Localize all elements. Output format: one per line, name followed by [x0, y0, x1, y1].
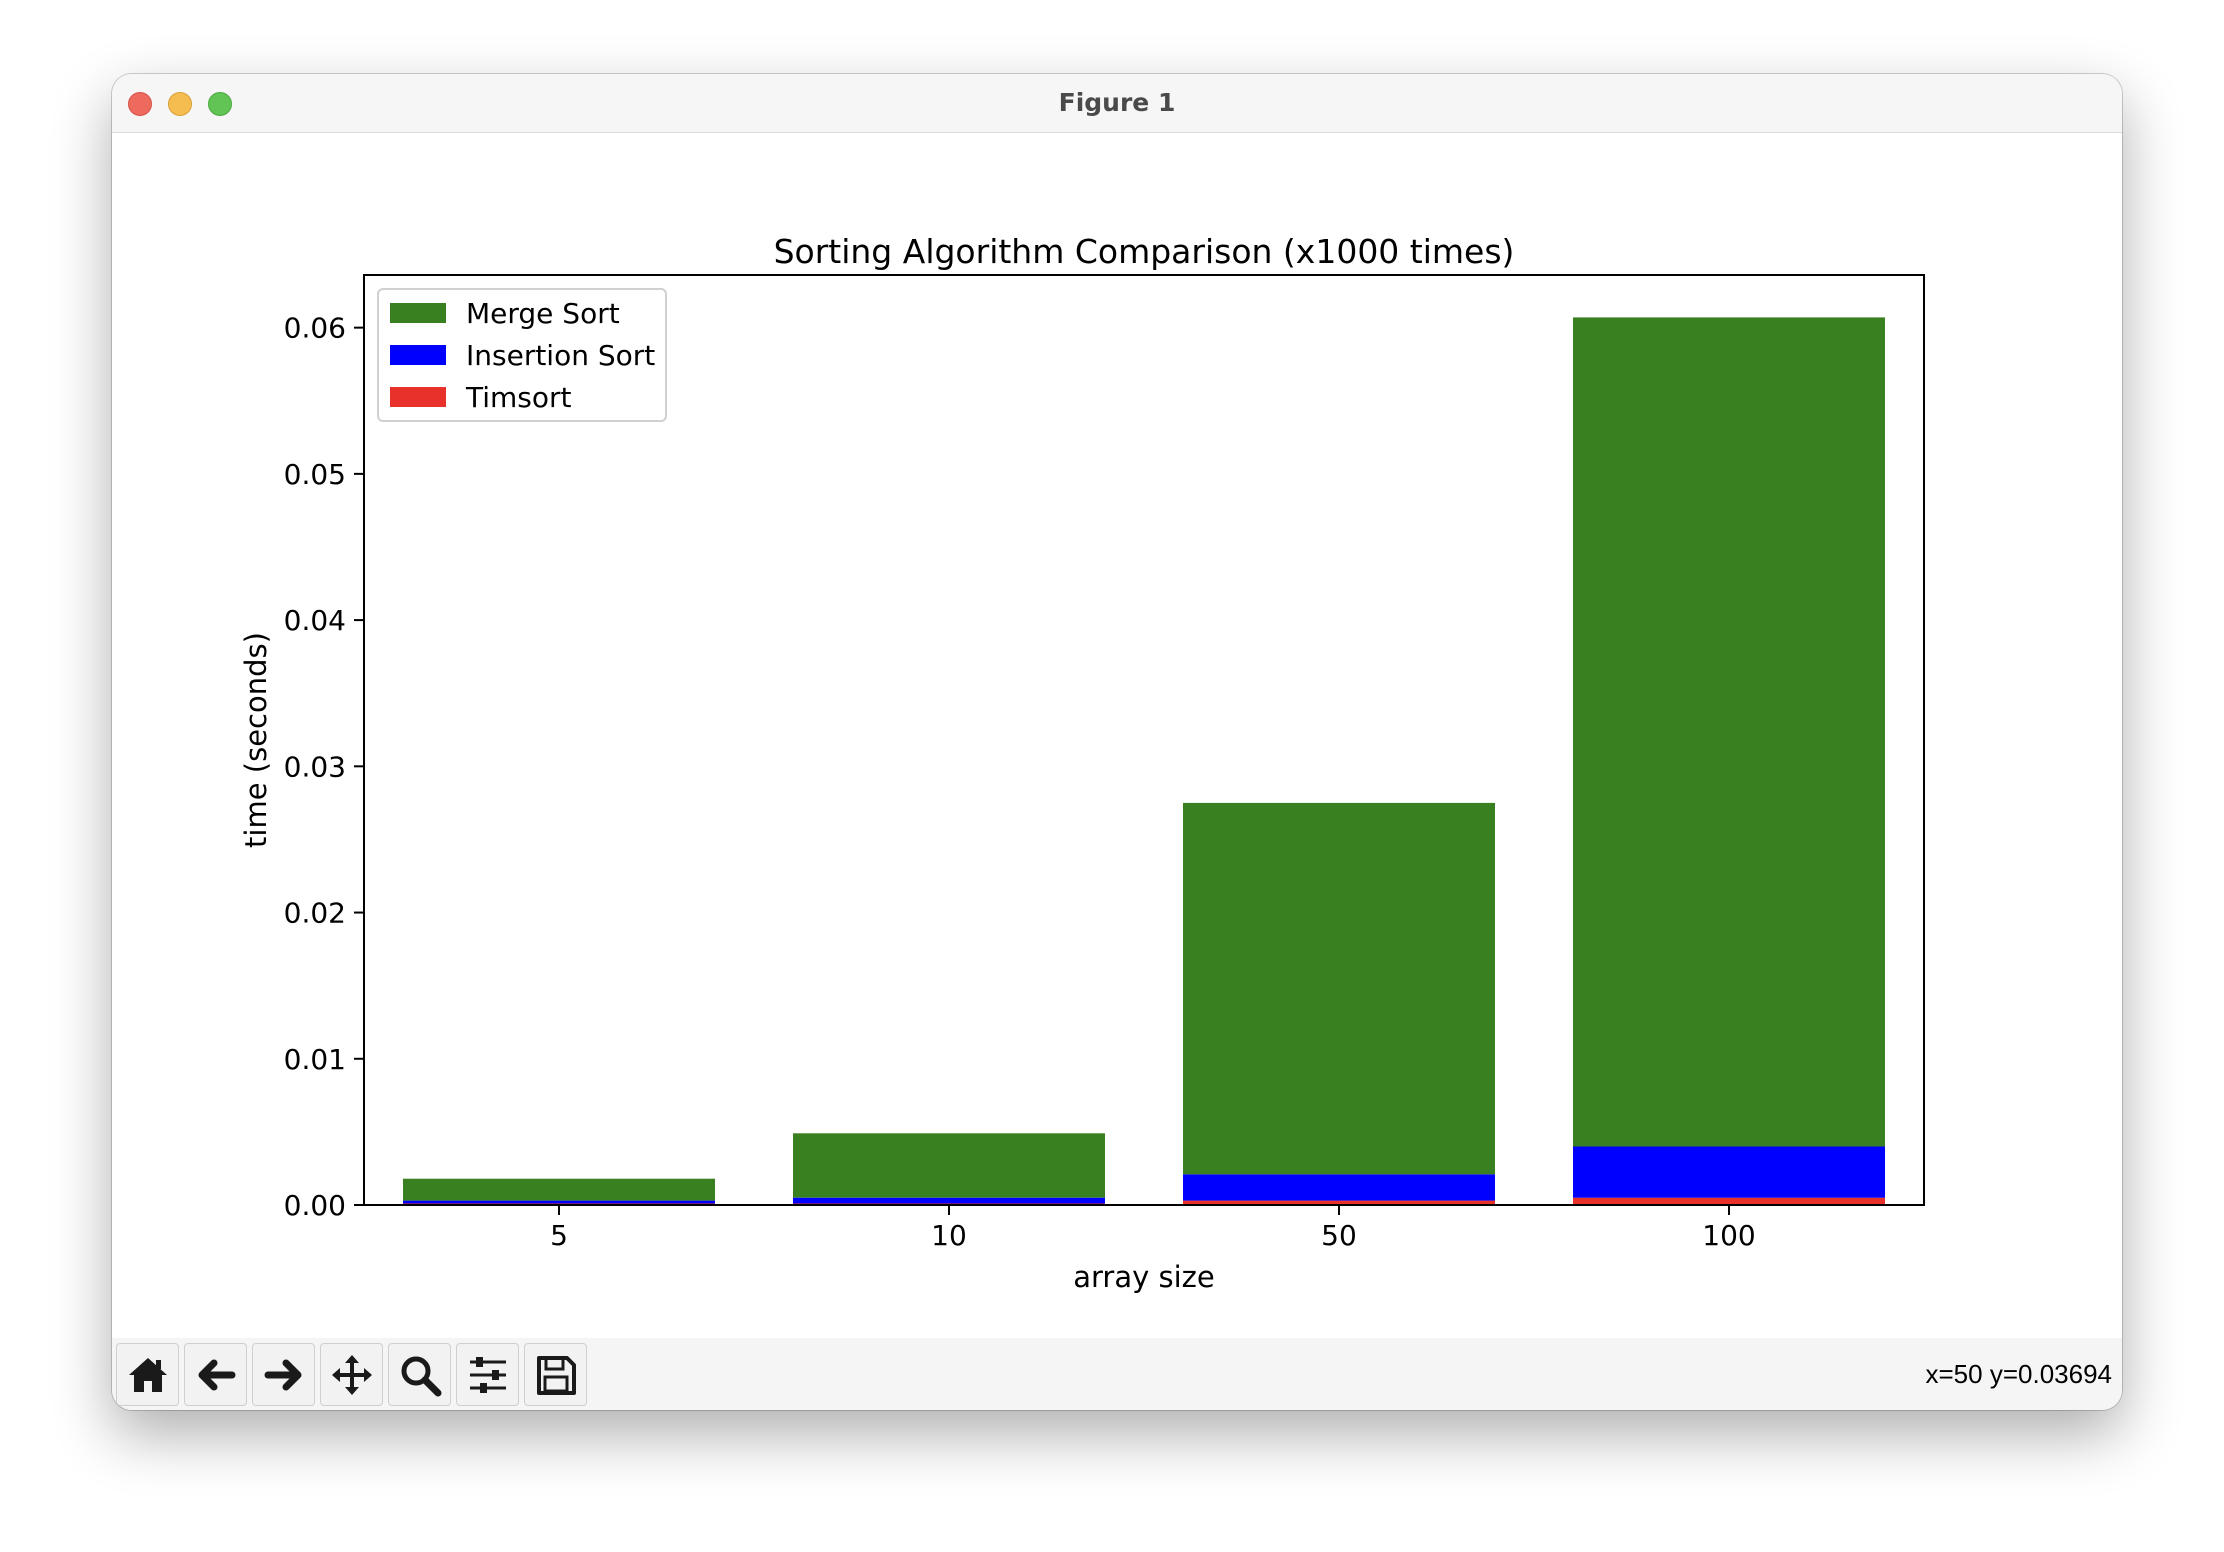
bar-timsort-100 — [1573, 1197, 1885, 1205]
y-tick-label: 0.06 — [284, 312, 346, 345]
back-button[interactable] — [184, 1343, 247, 1406]
arrow-right-icon — [264, 1359, 302, 1391]
pan-button[interactable] — [320, 1343, 383, 1406]
legend-label: Merge Sort — [466, 297, 620, 330]
x-tick-label: 10 — [931, 1219, 967, 1252]
bar-merge-sort-100 — [1573, 317, 1885, 1147]
x-axis-label: array size — [1073, 1260, 1215, 1294]
maximize-window-button[interactable] — [208, 92, 232, 116]
y-tick-label: 0.03 — [284, 750, 346, 783]
close-window-button[interactable] — [128, 92, 152, 116]
y-tick-label: 0.05 — [284, 458, 346, 491]
x-tick-label: 50 — [1321, 1219, 1357, 1252]
configure-subplots-button[interactable] — [456, 1343, 519, 1406]
bar-merge-sort-10 — [793, 1133, 1105, 1198]
y-axis: 0.00 0.01 0.02 0.03 0.04 0.05 0.06 — [284, 312, 364, 1222]
legend-label: Timsort — [465, 381, 572, 414]
arrow-left-icon — [198, 1359, 236, 1391]
home-icon — [129, 1358, 167, 1392]
bar-chart: 0.00 0.01 0.02 0.03 0.04 0.05 0.06 5 10 50 100 So… — [239, 232, 1925, 1294]
bar-insertion-sort-10 — [793, 1197, 1105, 1204]
bar-insertion-sort-50 — [1183, 1174, 1495, 1201]
zoom-button[interactable] — [388, 1343, 451, 1406]
y-axis-label: time (seconds) — [239, 632, 273, 848]
legend-frame — [377, 288, 667, 422]
chart-title: Sorting Algorithm Comparison (x1000 time… — [774, 232, 1515, 271]
bars-layer — [403, 317, 1885, 1205]
legend-swatch-insertion-sort — [390, 345, 446, 365]
legend-swatch-merge-sort — [390, 303, 446, 323]
legend: Merge Sort Insertion Sort Timsort — [377, 288, 667, 422]
home-button[interactable] — [116, 1343, 179, 1406]
y-tick-label: 0.04 — [284, 604, 346, 637]
navigation-toolbar: x=50 y=0.03694 — [112, 1338, 2122, 1410]
window-title: Figure 1 — [1058, 88, 1176, 117]
floppy-disk-icon — [537, 1356, 576, 1395]
bar-insertion-sort-5 — [403, 1200, 715, 1204]
bar-merge-sort-50 — [1183, 802, 1495, 1175]
forward-button[interactable] — [252, 1343, 315, 1406]
cursor-coordinates: x=50 y=0.03694 — [1925, 1359, 2113, 1389]
title-bar: Figure 1 — [112, 74, 2122, 133]
legend-swatch-timsort — [390, 387, 446, 407]
y-tick-label: 0.01 — [284, 1043, 346, 1076]
minimize-window-button[interactable] — [168, 92, 192, 116]
x-axis: 5 10 50 100 — [550, 1205, 1756, 1252]
y-tick-label: 0.02 — [284, 897, 346, 930]
legend-label: Insertion Sort — [466, 339, 655, 372]
figure-canvas[interactable]: 0.00 0.01 0.02 0.03 0.04 0.05 0.06 5 10 50 100 So… — [112, 133, 2122, 1333]
y-tick-label: 0.00 — [284, 1189, 346, 1222]
axes-frame — [363, 274, 1925, 1206]
magnifier-icon — [401, 1356, 442, 1397]
bar-timsort-50 — [1183, 1200, 1495, 1205]
x-tick-label: 5 — [550, 1219, 568, 1252]
bar-insertion-sort-100 — [1573, 1146, 1885, 1198]
bar-merge-sort-5 — [403, 1178, 715, 1201]
x-tick-label: 100 — [1702, 1219, 1755, 1252]
sliders-icon — [470, 1357, 506, 1393]
save-button[interactable] — [524, 1343, 587, 1406]
move-icon — [332, 1355, 372, 1395]
figure-window: Figure 1 0.00 0.01 0.02 0.03 0.04 0.05 0.06 5 1… — [112, 74, 2122, 1410]
